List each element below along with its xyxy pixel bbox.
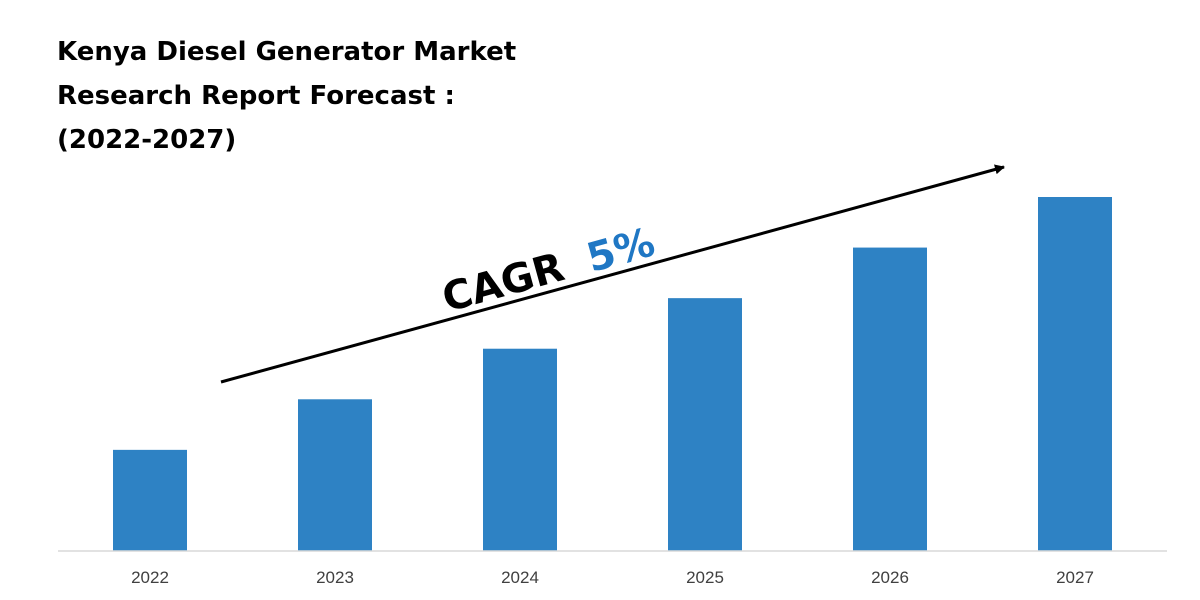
x-tick-label-2025: 2025 xyxy=(686,568,724,587)
x-tick-label-2026: 2026 xyxy=(871,568,909,587)
chart-title: Kenya Diesel Generator Market Research R… xyxy=(57,30,516,162)
bar-2022 xyxy=(113,449,187,551)
x-tick-label-2023: 2023 xyxy=(316,568,354,587)
cagr-value: 5% xyxy=(582,219,660,281)
x-tick-labels: 2022 2023 2024 2025 2026 2027 xyxy=(131,568,1094,587)
bar-2023 xyxy=(298,399,372,551)
bars-group xyxy=(113,197,1112,552)
bar-2025 xyxy=(668,298,742,551)
x-tick-label-2027: 2027 xyxy=(1056,568,1094,587)
bar-2024 xyxy=(483,348,557,551)
title-line-1: Kenya Diesel Generator Market xyxy=(57,37,517,67)
cagr-label: CAGR xyxy=(437,244,569,321)
cagr-annotation: CAGR 5% xyxy=(437,219,659,321)
trend-arrow xyxy=(220,164,1005,384)
title-line-3: (2022-2027) xyxy=(57,125,237,155)
x-tick-label-2024: 2024 xyxy=(501,568,539,587)
x-tick-label-2022: 2022 xyxy=(131,568,169,587)
title-line-2: Research Report Forecast : xyxy=(57,81,455,111)
bar-2026 xyxy=(853,247,927,552)
bar-2027 xyxy=(1038,197,1112,551)
